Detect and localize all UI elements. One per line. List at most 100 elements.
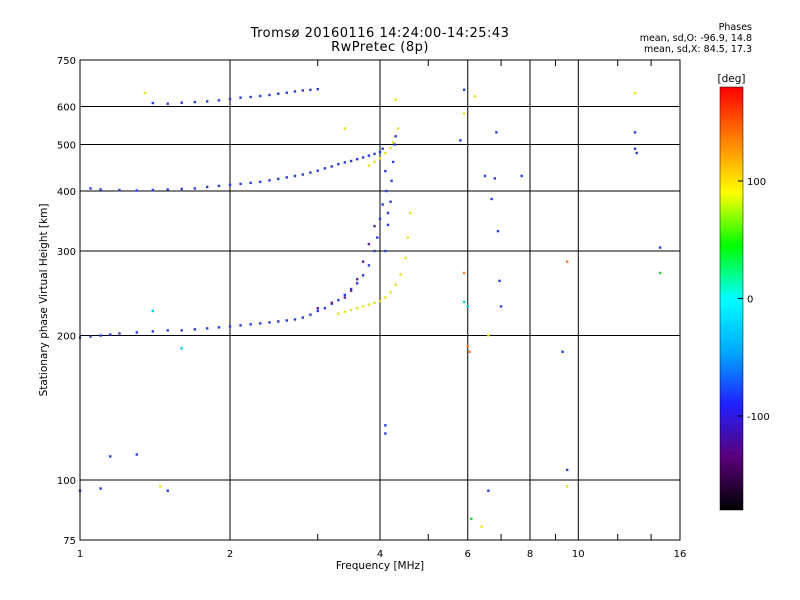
data-point — [498, 279, 501, 283]
data-point — [633, 147, 637, 150]
data-point — [249, 181, 252, 185]
data-point — [561, 350, 564, 353]
data-point — [330, 165, 333, 168]
data-point — [399, 273, 402, 276]
data-point — [337, 298, 340, 302]
data-point — [293, 90, 297, 93]
data-point — [239, 324, 242, 327]
colorbar-ticks: 100 0 -100 — [738, 177, 770, 423]
colorbar: [deg] 100 0 -100 — [718, 73, 770, 511]
data-point — [239, 96, 242, 99]
grid-lines — [80, 60, 680, 540]
data-point — [384, 169, 387, 173]
data-point — [473, 95, 477, 98]
data-point — [259, 322, 262, 325]
data-point — [217, 184, 221, 188]
data-point — [99, 334, 102, 337]
data-point — [301, 316, 305, 319]
data-point — [462, 271, 466, 275]
data-point — [217, 326, 221, 329]
data-point — [301, 173, 305, 176]
data-point — [487, 489, 490, 492]
data-point — [394, 98, 397, 101]
colorbar-tick-label: 0 — [747, 295, 753, 306]
data-point — [316, 87, 319, 91]
data-point — [343, 161, 347, 164]
y-tick-label: 100 — [57, 476, 76, 487]
data-point — [404, 256, 407, 260]
x-axis-label: Frequency [MHz] — [336, 560, 424, 572]
data-point — [389, 146, 392, 150]
data-point — [378, 150, 382, 154]
data-point — [367, 164, 371, 167]
data-point — [386, 211, 390, 215]
data-point — [373, 224, 376, 228]
data-point — [349, 289, 353, 292]
data-point — [381, 203, 384, 206]
colorbar-tick-label: -100 — [747, 412, 770, 423]
data-point — [409, 211, 412, 215]
data-point — [205, 185, 209, 189]
data-point — [180, 101, 183, 104]
data-point — [480, 525, 483, 528]
data-point — [349, 159, 353, 163]
data-point — [349, 287, 353, 291]
data-point — [483, 174, 487, 178]
data-point — [361, 260, 365, 263]
data-point — [249, 95, 252, 99]
data-point — [367, 303, 371, 306]
data-point — [309, 171, 312, 174]
data-point — [355, 278, 359, 281]
data-point — [378, 217, 382, 221]
data-point — [361, 274, 365, 277]
axis-ticks: 1 2 4 6 8 10 16 75 100 200 300 400 500 600 750 — [57, 56, 686, 560]
y-tick-label: 200 — [57, 332, 76, 343]
data-point — [193, 328, 197, 331]
data-point — [406, 236, 410, 239]
data-point — [381, 147, 384, 150]
data-point — [355, 282, 359, 285]
data-point — [135, 189, 138, 192]
data-point — [393, 143, 396, 146]
data-point — [459, 139, 462, 142]
data-point — [151, 309, 155, 313]
data-point — [259, 94, 262, 98]
data-point — [343, 293, 347, 297]
data-point — [367, 264, 371, 267]
data-point — [89, 335, 92, 338]
y-tick-label: 500 — [57, 141, 76, 152]
colorbar-tick-label: 100 — [747, 177, 766, 188]
data-point — [462, 112, 466, 115]
data-point — [166, 102, 169, 105]
data-point — [337, 162, 340, 166]
plot-frame — [79, 59, 681, 541]
data-point — [389, 291, 392, 294]
data-point — [658, 271, 662, 275]
data-point — [118, 332, 121, 335]
chart-subtitle: RwPretec (8p) — [331, 40, 429, 55]
data-point — [470, 517, 473, 521]
data-point — [391, 141, 395, 144]
x-tick-label: 2 — [227, 549, 233, 560]
data-point — [633, 91, 637, 95]
data-point — [462, 300, 466, 304]
data-point — [135, 331, 138, 334]
data-point — [384, 151, 387, 155]
x-tick-label: 6 — [465, 549, 471, 560]
data-point — [166, 329, 169, 332]
data-point — [109, 455, 112, 458]
y-axis-label: Stationary phase Virtual Height [km] — [38, 204, 50, 397]
data-point — [316, 169, 319, 172]
data-point — [367, 242, 371, 246]
data-point — [239, 182, 242, 186]
data-point — [193, 187, 197, 190]
data-point — [376, 236, 379, 239]
data-point — [373, 152, 376, 156]
data-point — [343, 296, 347, 299]
data-point — [378, 299, 382, 303]
data-point — [565, 260, 569, 263]
data-point — [373, 249, 376, 253]
data-point — [361, 305, 365, 308]
data-point — [309, 313, 312, 316]
data-point — [495, 131, 498, 134]
